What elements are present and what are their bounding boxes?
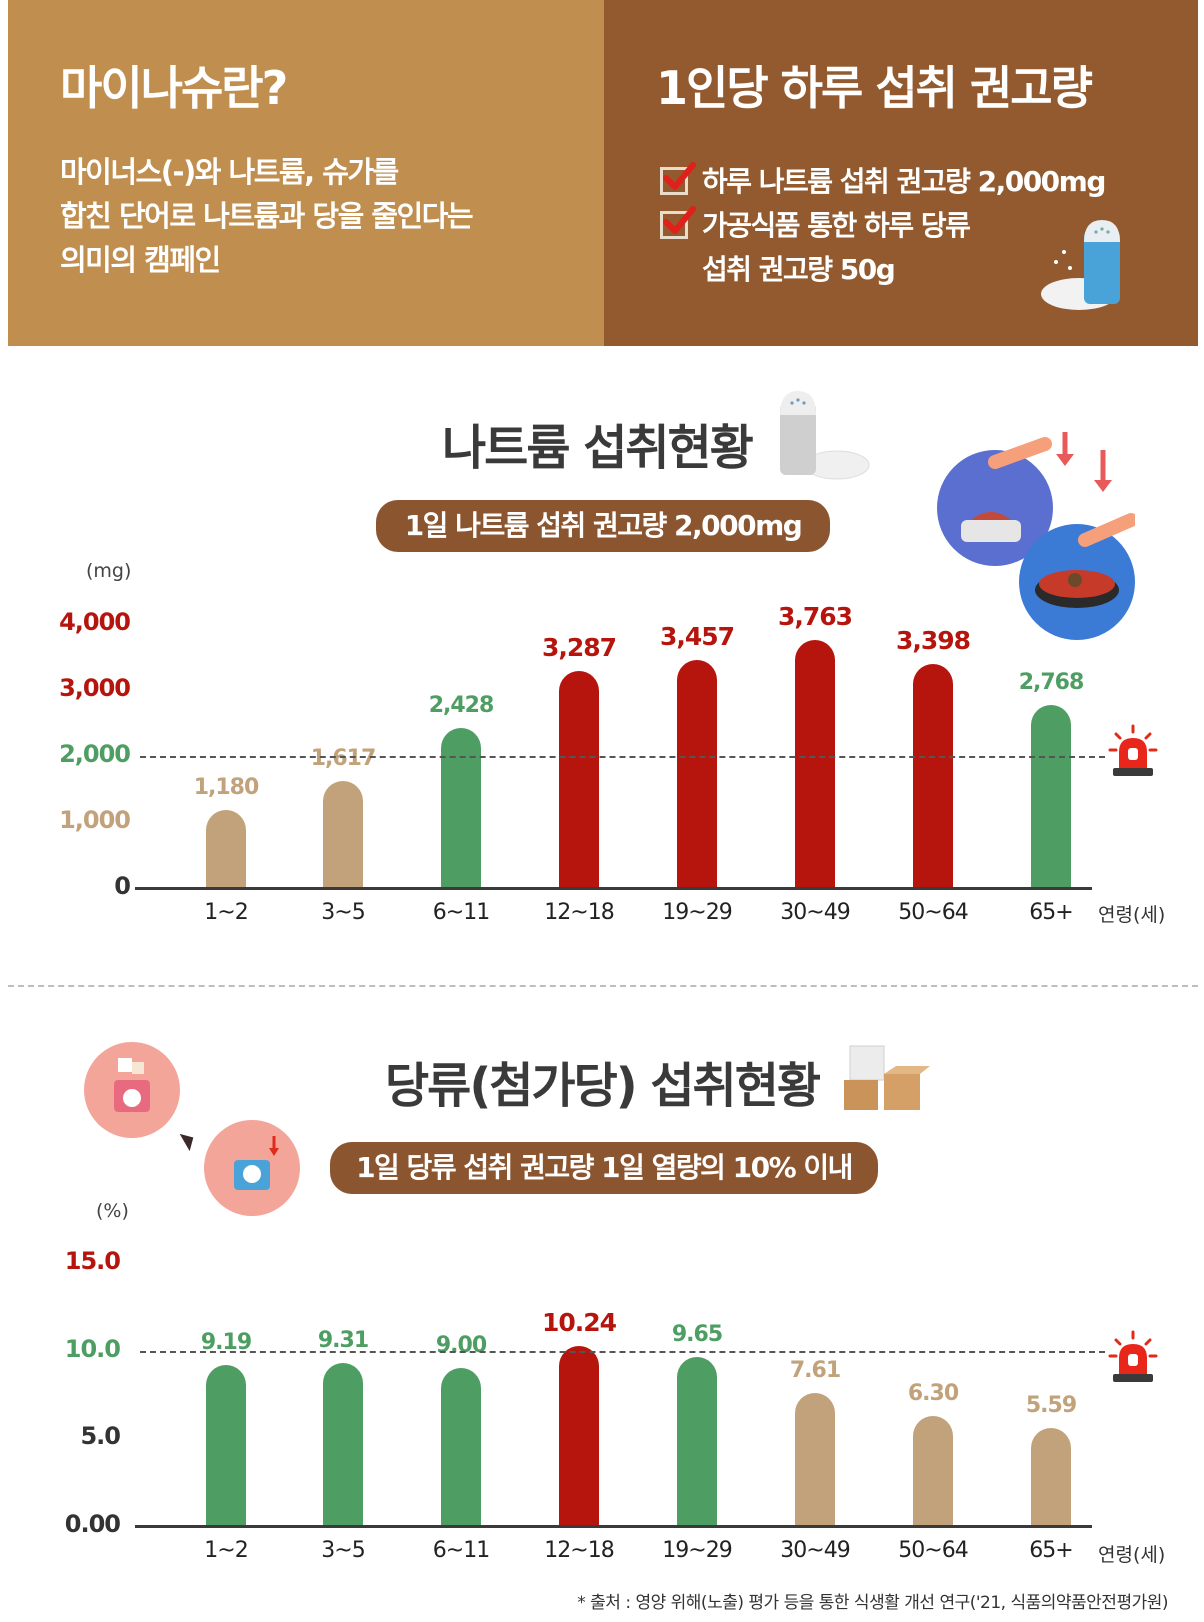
y-tick-label: 2,000 bbox=[59, 740, 131, 768]
bar bbox=[323, 781, 363, 888]
header-banner: 마이나슈란? 마이너스(-)와 나트륨, 슈가를 합친 단어로 나트륨과 당을 … bbox=[8, 0, 1198, 346]
sodium-recommendation-pill: 1일 나트륨 섭취 권고량 2,000mg bbox=[376, 500, 830, 552]
bar bbox=[559, 1346, 599, 1526]
source-note: * 출처 : 영양 위해(노출) 평가 등을 통한 식생활 개선 연구('21,… bbox=[577, 1593, 1168, 1613]
bar bbox=[441, 727, 481, 888]
bar-value-label: 2,768 bbox=[1018, 670, 1085, 696]
bar bbox=[913, 1415, 953, 1526]
bar-value-label: 1,617 bbox=[310, 746, 377, 772]
check-item-sugar: 가공식품 통한 하루 당류 섭취 권고량 50g bbox=[660, 204, 1105, 292]
sugar-x-axis-label: 연령(세) bbox=[1098, 1544, 1166, 1566]
bar bbox=[677, 659, 717, 888]
bar-value-label: 1,180 bbox=[193, 775, 260, 801]
bar bbox=[677, 1356, 717, 1526]
campaign-description: 마이너스(-)와 나트륨, 슈가를 합친 단어로 나트륨과 당을 줄인다는 의미… bbox=[60, 155, 474, 277]
y-tick-label: 4,000 bbox=[59, 608, 131, 636]
bar bbox=[323, 1362, 363, 1526]
sugar-section-title: 당류(첨가당) 섭취현황 bbox=[385, 1058, 821, 1114]
campaign-title: 마이나슈란? bbox=[60, 61, 288, 115]
bar bbox=[441, 1368, 481, 1526]
x-tick-label: 19~29 bbox=[662, 1538, 732, 1563]
bar bbox=[1031, 1427, 1071, 1526]
sodium-y-unit: (mg) bbox=[86, 560, 132, 582]
x-tick-label: 1~2 bbox=[204, 1538, 248, 1563]
bar-value-label: 9.65 bbox=[671, 1321, 723, 1347]
bar bbox=[1031, 705, 1071, 888]
bar-value-label: 3,398 bbox=[895, 625, 971, 655]
x-tick-label: 12~18 bbox=[544, 900, 614, 925]
y-tick-label: 3,000 bbox=[59, 674, 131, 702]
checkmark-icon bbox=[660, 206, 696, 239]
recommendation-reference-line bbox=[140, 756, 1105, 758]
x-axis-line bbox=[135, 1525, 1092, 1528]
sugar-recommendation-pill: 1일 당류 섭취 권고량 1일 열량의 10% 이내 bbox=[330, 1142, 878, 1194]
bar-value-label: 10.24 bbox=[541, 1308, 617, 1338]
bar bbox=[913, 663, 953, 888]
x-tick-label: 65+ bbox=[1029, 1538, 1073, 1563]
sodium-x-axis-label: 연령(세) bbox=[1098, 904, 1166, 926]
x-tick-label: 1~2 bbox=[204, 900, 248, 925]
check-item-text: 하루 나트륨 섭취 권고량 2,000mg bbox=[702, 165, 1106, 198]
x-axis-line bbox=[135, 887, 1092, 890]
bar bbox=[795, 639, 835, 888]
sodium-chart: (mg) 연령(세) 0 1,000 2,000 3,000 4,000 1,180 1~2… bbox=[59, 560, 1166, 926]
check-item-sodium: 하루 나트륨 섭취 권고량 2,000mg bbox=[660, 160, 1106, 204]
campaign-panel: 마이나슈란? 마이너스(-)와 나트륨, 슈가를 합친 단어로 나트륨과 당을 … bbox=[8, 0, 604, 346]
siren-icon bbox=[1108, 724, 1158, 776]
y-tick-label: 0 bbox=[114, 872, 131, 900]
cooking-illustration-icon bbox=[937, 432, 1135, 640]
sugar-y-unit: (%) bbox=[96, 1200, 129, 1222]
siren-icon bbox=[1108, 1330, 1158, 1382]
salt-shaker-icon bbox=[1041, 220, 1120, 310]
y-tick-label: 15.0 bbox=[64, 1247, 121, 1275]
recommendation-title: 1인당 하루 섭취 권고량 bbox=[656, 61, 1093, 115]
bar-value-label: 2,428 bbox=[428, 692, 495, 718]
bar-value-label: 7.61 bbox=[789, 1357, 841, 1383]
bar-value-label: 6.30 bbox=[907, 1380, 959, 1406]
bar bbox=[795, 1392, 835, 1526]
recommendation-panel: 1인당 하루 섭취 권고량 하루 나트륨 섭취 권고량 2,000mg 가공식품… bbox=[604, 0, 1198, 346]
checkmark-icon bbox=[660, 162, 696, 195]
x-tick-label: 30~49 bbox=[780, 1538, 850, 1563]
bar-value-label: 3,287 bbox=[541, 633, 617, 663]
recommendation-list: 하루 나트륨 섭취 권고량 2,000mg 가공식품 통한 하루 당류 섭취 권… bbox=[660, 160, 1106, 292]
y-tick-label: 10.0 bbox=[64, 1334, 121, 1363]
bar-value-label: 3,457 bbox=[659, 621, 735, 651]
x-tick-label: 3~5 bbox=[321, 1538, 365, 1563]
check-item-text: 가공식품 통한 하루 당류 섭취 권고량 50g bbox=[702, 209, 971, 286]
salt-shaker-icon bbox=[780, 391, 870, 480]
sugar-cube-icon bbox=[844, 1045, 930, 1110]
bar bbox=[206, 810, 246, 888]
x-tick-label: 12~18 bbox=[544, 1538, 614, 1563]
scale-illustration-icon bbox=[84, 1042, 300, 1216]
sodium-section-title: 나트륨 섭취현황 bbox=[442, 420, 754, 476]
bar bbox=[559, 671, 599, 888]
section-divider bbox=[8, 985, 1198, 987]
x-tick-label: 50~64 bbox=[898, 1538, 968, 1563]
recommendation-reference-line bbox=[140, 1350, 1105, 1353]
bar-value-label: 3,763 bbox=[777, 601, 853, 631]
x-tick-label: 30~49 bbox=[780, 900, 850, 925]
x-tick-label: 50~64 bbox=[898, 900, 968, 925]
bar bbox=[206, 1364, 246, 1526]
x-tick-label: 6~11 bbox=[432, 900, 490, 925]
x-tick-label: 19~29 bbox=[662, 900, 732, 925]
bar-value-label: 9.31 bbox=[317, 1327, 369, 1353]
x-tick-label: 3~5 bbox=[321, 900, 365, 925]
y-tick-label: 1,000 bbox=[59, 806, 131, 834]
bar-value-label: 5.59 bbox=[1025, 1392, 1077, 1418]
x-tick-label: 6~11 bbox=[432, 1538, 490, 1563]
y-tick-label: 5.0 bbox=[80, 1422, 121, 1451]
y-tick-label: 0.00 bbox=[64, 1510, 121, 1538]
x-tick-label: 65+ bbox=[1029, 900, 1073, 925]
bar-value-label: 9.00 bbox=[435, 1333, 487, 1359]
